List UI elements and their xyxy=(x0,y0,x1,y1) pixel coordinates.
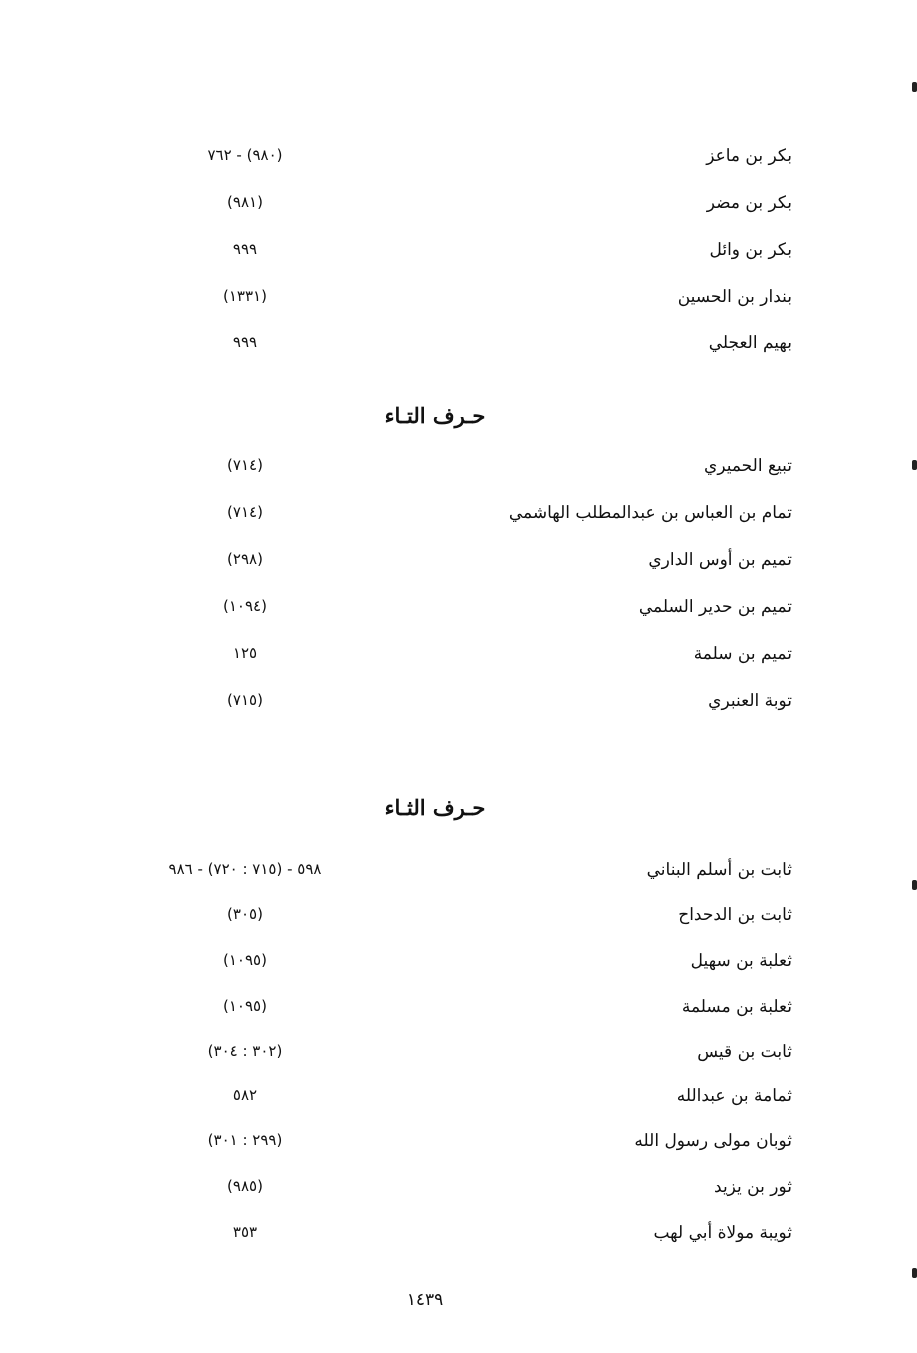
entry-name: بهيم العجلي xyxy=(708,333,792,353)
index-entry: ثابت بن قيس (٣٠٢ : ٣٠٤) xyxy=(0,1042,917,1072)
index-entry: ثابت بن الدحداح (٣٠٥) xyxy=(0,905,917,935)
entry-name: توبة العنبري xyxy=(708,691,792,711)
entry-name: بكر بن ماعز xyxy=(706,146,792,166)
entry-name: ثابت بن قيس xyxy=(697,1042,792,1062)
entry-name: ثور بن يزيد xyxy=(714,1177,792,1197)
scan-edge-mark xyxy=(912,880,917,890)
index-entry: تميم بن أوس الداري (٢٩٨) xyxy=(0,550,917,580)
entry-reference: (١٣٣١) xyxy=(223,287,267,305)
entry-reference: (١٠٩٥) xyxy=(223,997,267,1015)
entry-reference: ٥٨٢ xyxy=(232,1086,258,1104)
entry-name: ثعلبة بن سهيل xyxy=(690,951,792,971)
entry-name: تبيع الحميري xyxy=(704,456,792,476)
index-entry: بكر بن مضر (٩٨١) xyxy=(0,193,917,223)
index-entry: توبة العنبري (٧١٥) xyxy=(0,691,917,721)
entry-name: ثوبان مولى رسول الله xyxy=(634,1131,792,1151)
entry-name: ثويبة مولاة أبي لهب xyxy=(653,1223,792,1243)
entry-name: تميم بن حدير السلمي xyxy=(638,597,792,617)
index-entry: بكر بن ماعز (٩٨٠) - ٧٦٢ xyxy=(0,146,917,176)
entry-reference: (٧١٥) xyxy=(227,691,263,709)
entry-name: تميم بن أوس الداري xyxy=(648,550,792,570)
entry-reference: (٧١٤) xyxy=(227,456,263,474)
entry-name: تميم بن سلمة xyxy=(693,644,792,664)
index-entry: ثوبان مولى رسول الله (٢٩٩ : ٣٠١) xyxy=(0,1131,917,1161)
index-entry: ثعلبة بن مسلمة (١٠٩٥) xyxy=(0,997,917,1027)
entry-reference: (١٠٩٤) xyxy=(223,597,267,615)
index-entry: ثويبة مولاة أبي لهب ٣٥٣ xyxy=(0,1223,917,1253)
entry-name: ثعلبة بن مسلمة xyxy=(681,997,792,1017)
entry-name: ثمامة بن عبدالله xyxy=(676,1086,792,1106)
index-entry: تميم بن سلمة ١٢٥ xyxy=(0,644,917,674)
entry-name: بكر بن مضر xyxy=(706,193,792,213)
entry-reference: ٩٩٩ xyxy=(232,333,258,351)
index-entry: تمام بن العباس بن عبدالمطلب الهاشمي (٧١٤) xyxy=(0,503,917,533)
entry-name: بكر بن وائل xyxy=(709,240,792,260)
entry-reference: ٥٩٨ - (٧١٥ : ٧٢٠) - ٩٨٦ xyxy=(168,860,322,878)
section-heading: حـرف التـاء xyxy=(384,403,486,428)
index-entry: ثابت بن أسلم البناني ٥٩٨ - (٧١٥ : ٧٢٠) - … xyxy=(0,860,917,890)
entry-reference: (٣٠٢ : ٣٠٤) xyxy=(207,1042,283,1060)
entry-reference: ٣٥٣ xyxy=(232,1223,258,1241)
index-entry: ثور بن يزيد (٩٨٥) xyxy=(0,1177,917,1207)
index-entry: بندار بن الحسين (١٣٣١) xyxy=(0,287,917,317)
entry-reference: (٩٨٠) - ٧٦٢ xyxy=(207,146,283,164)
scan-edge-mark xyxy=(912,82,917,92)
entry-reference: (١٠٩٥) xyxy=(223,951,267,969)
index-entry: تبيع الحميري (٧١٤) xyxy=(0,456,917,486)
entry-reference: ١٢٥ xyxy=(232,644,258,662)
index-entry: ثمامة بن عبدالله ٥٨٢ xyxy=(0,1086,917,1116)
entry-name: تمام بن العباس بن عبدالمطلب الهاشمي xyxy=(508,503,792,523)
entry-reference: (٢٩٩ : ٣٠١) xyxy=(207,1131,283,1149)
index-entry: تميم بن حدير السلمي (١٠٩٤) xyxy=(0,597,917,627)
entry-name: ثابت بن أسلم البناني xyxy=(646,860,792,880)
scan-edge-mark xyxy=(912,460,917,470)
entry-name: بندار بن الحسين xyxy=(677,287,792,307)
scan-edge-mark xyxy=(912,1268,917,1278)
index-entry: بكر بن وائل ٩٩٩ xyxy=(0,240,917,270)
index-entry: بهيم العجلي ٩٩٩ xyxy=(0,333,917,363)
entry-reference: (٧١٤) xyxy=(227,503,263,521)
entry-reference: ٩٩٩ xyxy=(232,240,258,258)
entry-name: ثابت بن الدحداح xyxy=(678,905,792,925)
entry-reference: (٢٩٨) xyxy=(227,550,263,568)
index-entry: ثعلبة بن سهيل (١٠٩٥) xyxy=(0,951,917,981)
section-heading: حـرف الثـاء xyxy=(384,795,486,820)
entry-reference: (٩٨١) xyxy=(227,193,263,211)
page-number: ١٤٣٩ xyxy=(406,1290,444,1310)
entry-reference: (٩٨٥) xyxy=(227,1177,263,1195)
entry-reference: (٣٠٥) xyxy=(227,905,263,923)
